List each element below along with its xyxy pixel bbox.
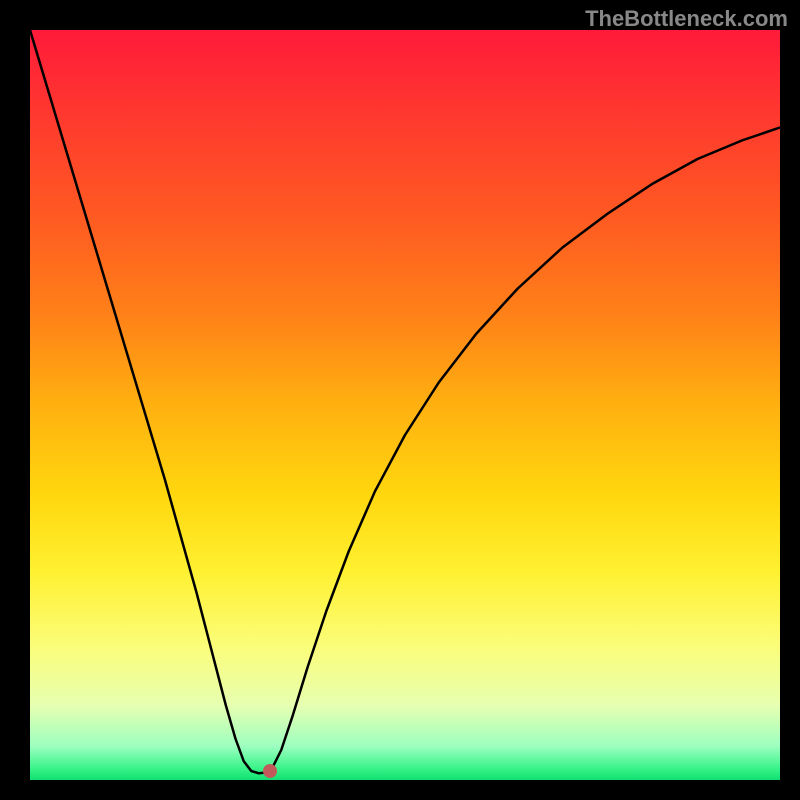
- optimum-marker: [263, 764, 277, 778]
- plot-area: [30, 30, 780, 780]
- watermark-text: TheBottleneck.com: [585, 6, 788, 32]
- chart-container: TheBottleneck.com: [0, 0, 800, 800]
